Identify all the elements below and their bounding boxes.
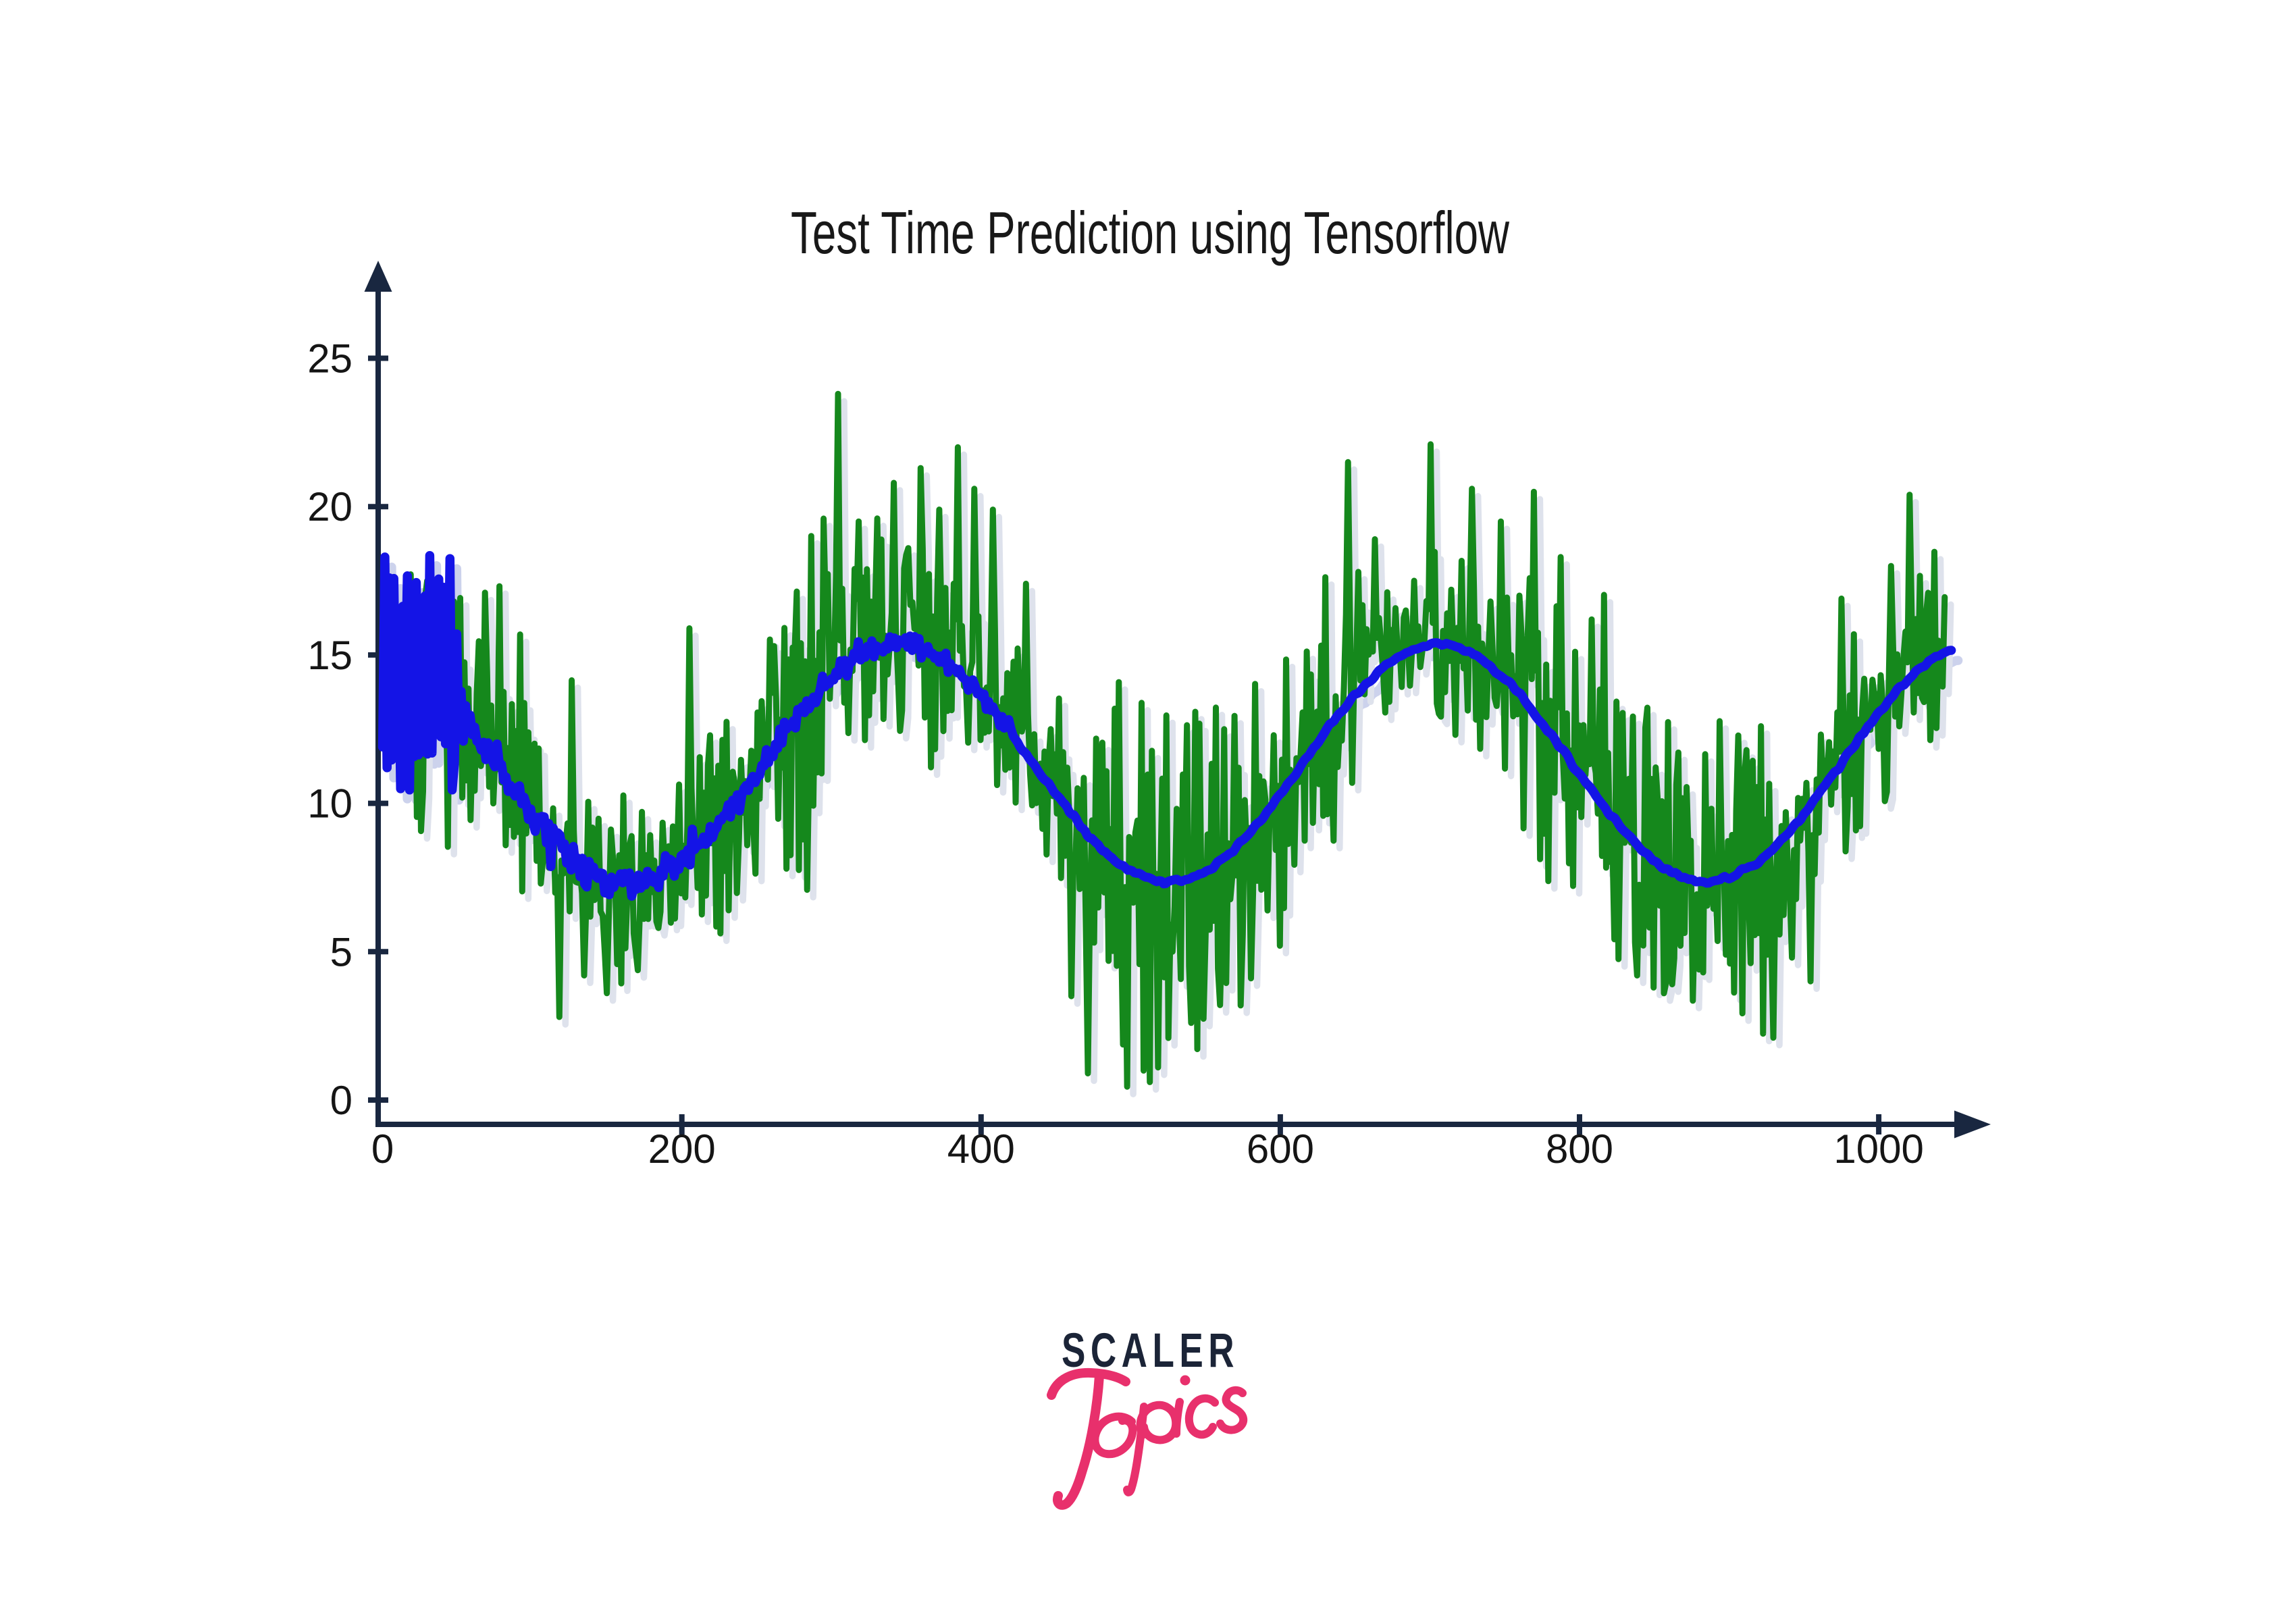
svg-text:15: 15 (307, 633, 353, 678)
svg-text:20: 20 (307, 484, 353, 529)
svg-text:600: 600 (1247, 1126, 1314, 1172)
svg-text:200: 200 (648, 1126, 716, 1172)
svg-text:10: 10 (307, 781, 353, 827)
svg-text:0: 0 (330, 1078, 353, 1123)
svg-text:Test Time Prediction using Ten: Test Time Prediction using Tensorflow (791, 199, 1509, 266)
svg-text:800: 800 (1546, 1126, 1613, 1172)
svg-text:400: 400 (947, 1126, 1015, 1172)
svg-text:0: 0 (371, 1126, 394, 1172)
svg-text:5: 5 (330, 929, 353, 974)
svg-text:1000: 1000 (1833, 1126, 1923, 1172)
svg-text:25: 25 (307, 336, 353, 382)
